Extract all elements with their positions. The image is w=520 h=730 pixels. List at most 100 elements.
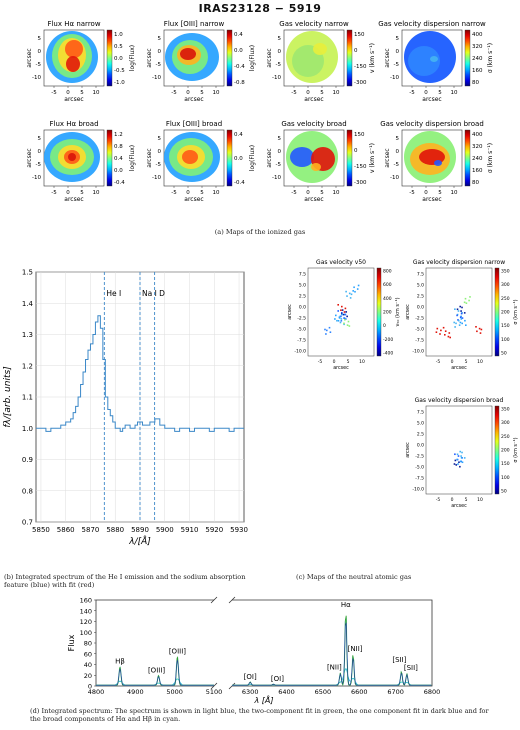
x-tick-label: 10 xyxy=(477,359,483,365)
map-pixel xyxy=(341,305,343,308)
y-tick-label: 5 xyxy=(278,36,282,42)
colorbar-label: σ (km s⁻¹) xyxy=(513,437,519,462)
y-tick-label: 2.5 xyxy=(417,432,424,438)
neutral-map-title: Gas velocity dispersion narrow xyxy=(413,259,505,266)
x-tick-label: 5 xyxy=(320,190,324,196)
map-pixel xyxy=(343,311,346,313)
neutral-map-3: Gas velocity dispersion broad -5 0 5 10 7.5 5.… xyxy=(405,397,519,509)
y-tick-label: 5 xyxy=(396,36,400,42)
x-tick-label: 10 xyxy=(451,190,458,196)
colorbar-label: v₅₀ (km s⁻¹) xyxy=(395,297,401,326)
map-pixel xyxy=(480,328,483,331)
one-component-fit-line xyxy=(232,622,432,686)
x-tick-label: 6600 xyxy=(351,688,368,696)
colorbar-tick-label: 150 xyxy=(354,32,365,38)
x-tick-label: 6500 xyxy=(315,688,332,696)
x-axis-label: arcsec xyxy=(304,196,323,203)
y-tick-label: 0.8 xyxy=(22,487,33,495)
neutral-map-1: Gas velocity v50 -5 0 5 10 7.5 5.0 2.5 0.0 -2.5 -5… xyxy=(287,259,401,371)
colorbar-tick-label: -150 xyxy=(354,64,367,70)
x-tick-label: 0 xyxy=(306,190,310,196)
colorbar xyxy=(464,129,471,187)
x-tick-label: 0 xyxy=(186,190,190,196)
map-pixel xyxy=(329,331,332,333)
colorbar-tick-label: 1.0 xyxy=(114,32,123,38)
map-pixel xyxy=(460,312,463,315)
colorbar-tick-label: 250 xyxy=(501,296,510,302)
x-axis-label: λ/[Å] xyxy=(128,535,151,547)
caption-d: (d) Integrated spectrum: The spectrum is… xyxy=(30,707,489,724)
map-pixel xyxy=(457,463,459,465)
map-pixel xyxy=(348,325,351,327)
map-pixel xyxy=(440,329,442,332)
map-pixel xyxy=(444,330,447,332)
colorbar-label: log(Flux) xyxy=(129,45,136,71)
colorbar-tick-label: 160 xyxy=(472,68,483,74)
colorbar-tick-label: 80 xyxy=(472,180,479,186)
map-pixel xyxy=(479,332,482,334)
y-tick-label: 0 xyxy=(278,149,282,155)
ion-map-1: Flux Hα narrow -5 0 5 10 5 0 -5 -10 arcsec arcsec 1… xyxy=(26,20,136,103)
x-tick-label: 10 xyxy=(359,359,365,365)
y-tick-label: 0 xyxy=(158,49,162,55)
y-tick-label: -10 xyxy=(152,175,161,181)
y-axis-label: arcsec xyxy=(405,442,411,458)
y-tick-label: -10 xyxy=(152,75,161,81)
map-pixel xyxy=(357,284,360,287)
y-tick-label: -10 xyxy=(32,75,41,81)
line-marker-label: Na I D xyxy=(142,289,165,298)
y-tick-label: -2.5 xyxy=(415,454,424,460)
y-tick-label: -5 xyxy=(36,62,42,68)
colorbar-tick-label: -0.4 xyxy=(234,180,245,186)
map-pixel xyxy=(453,321,456,324)
y-axis-label: fλ/[arb. units] xyxy=(3,366,13,428)
colorbar-tick-label: 240 xyxy=(472,156,483,162)
y-tick-label: 0.7 xyxy=(22,519,33,527)
colorbar xyxy=(346,29,353,87)
map-pixel xyxy=(461,306,463,309)
colorbar-tick-label: 0 xyxy=(383,323,386,329)
map-pixel xyxy=(465,324,467,326)
x-tick-label: 5860 xyxy=(57,526,75,534)
ion-map-3: Gas velocity narrow -5 0 5 10 5 0 -5 -10 arcsec ar… xyxy=(266,20,376,103)
emission-line-label: [OIII] xyxy=(169,648,186,656)
map-emission-blob xyxy=(65,40,83,58)
ion-map-5: Flux Hα broad -5 0 5 10 5 0 -5 -10 arcsec arcsec 1.… xyxy=(26,120,136,203)
x-tick-label: 5000 xyxy=(166,688,183,696)
y-axis-label: arcsec xyxy=(287,304,293,320)
y-tick-label: 40 xyxy=(84,661,92,669)
colorbar-tick-label: -0.4 xyxy=(114,180,125,186)
map-pixel xyxy=(461,317,464,319)
map-pixel xyxy=(455,322,457,325)
neutral-gas-maps: Gas velocity v50 -5 0 5 10 7.5 5.0 2.5 0.0 -2.5 -5… xyxy=(287,259,519,509)
map-pixel xyxy=(475,326,477,328)
map-pixel xyxy=(442,326,445,329)
x-tick-label: 10 xyxy=(213,90,220,96)
y-tick-label: 100 xyxy=(80,629,92,637)
map-pixel xyxy=(328,326,331,329)
map-pixel xyxy=(459,321,462,324)
colorbar-tick-label: -300 xyxy=(354,80,367,86)
colorbar-tick-label: -0.4 xyxy=(234,64,245,70)
colorbar-tick-label: -0.5 xyxy=(114,68,125,74)
x-axis-label: arcsec xyxy=(184,96,203,103)
map-pixel xyxy=(348,292,351,295)
caption-a: (a) Maps of the ionized gas xyxy=(214,228,306,236)
map-pixel xyxy=(350,293,353,296)
map-pixel xyxy=(447,335,450,338)
y-tick-label: 5.0 xyxy=(299,283,306,289)
y-tick-label: 5 xyxy=(278,136,282,142)
map-pixel xyxy=(456,458,458,461)
map-pixel xyxy=(345,290,347,293)
x-tick-label: -5 xyxy=(291,90,297,96)
map-pixel xyxy=(352,290,354,292)
colorbar-tick-label: 0.0 xyxy=(234,48,243,54)
map-pixel xyxy=(464,319,466,322)
x-tick-label: 5920 xyxy=(205,526,223,534)
map-pixel xyxy=(340,312,343,315)
map-emission-blob xyxy=(290,147,314,167)
colorbar-tick-label: -150 xyxy=(354,164,367,170)
x-axis-label: arcsec xyxy=(304,96,323,103)
map-emission-blob xyxy=(408,46,440,76)
colorbar xyxy=(106,129,113,187)
